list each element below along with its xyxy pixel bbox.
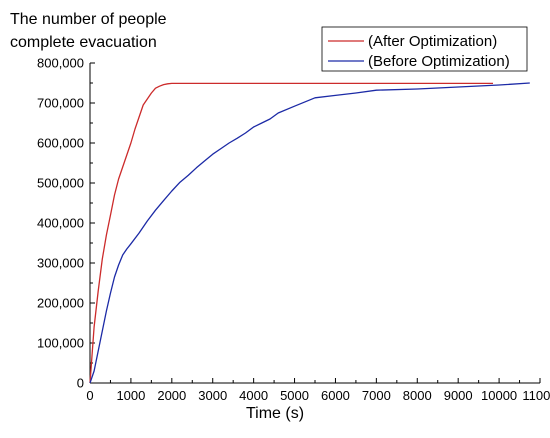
series-layer: [89, 82, 530, 384]
x-tick-label: 8000: [403, 388, 432, 403]
y-tick-label: 200,000: [37, 296, 84, 311]
y-tick-label: 0: [77, 376, 84, 391]
legend-box: [321, 26, 528, 72]
series-line-before-optimization: [89, 82, 530, 384]
y-tick-label: 500,000: [37, 176, 84, 191]
x-tick-label: 11000: [522, 388, 550, 403]
legend-label: (Before Optimization): [368, 53, 510, 70]
x-tick-label: 10000: [481, 388, 517, 403]
axes: 0 100,000 200,000 300,000 400,000 500,000 600,…: [37, 56, 550, 404]
y-tick-label: 300,000: [37, 256, 84, 271]
y-tick-label: 800,000: [37, 56, 84, 71]
x-tick-label: 4000: [239, 388, 268, 403]
x-axis-label: Time (s): [245, 405, 305, 422]
x-tick-label: 3000: [198, 388, 227, 403]
y-tick-label: 700,000: [37, 96, 84, 111]
y-tick-label: 400,000: [37, 216, 84, 231]
x-tick-label: 5000: [280, 388, 309, 403]
y-tick-label: 100,000: [37, 336, 84, 351]
y-axis-label-line-2: complete evacuation: [10, 34, 157, 51]
legend-label: (After Optimization): [368, 33, 497, 50]
x-tick-label: 6000: [321, 388, 350, 403]
y-axis-label-line-1: The number of people: [10, 11, 167, 28]
y-tick-label: 600,000: [37, 136, 84, 151]
x-tick-label: 1000: [116, 388, 145, 403]
x-tick-label: 0: [86, 388, 93, 403]
x-tick-label: 2000: [157, 388, 186, 403]
x-tick-label: 9000: [444, 388, 473, 403]
x-tick-label: 7000: [362, 388, 391, 403]
series-line-after-optimization: [89, 82, 493, 384]
legend: (After Optimization) (Before Optimization…: [321, 26, 528, 72]
